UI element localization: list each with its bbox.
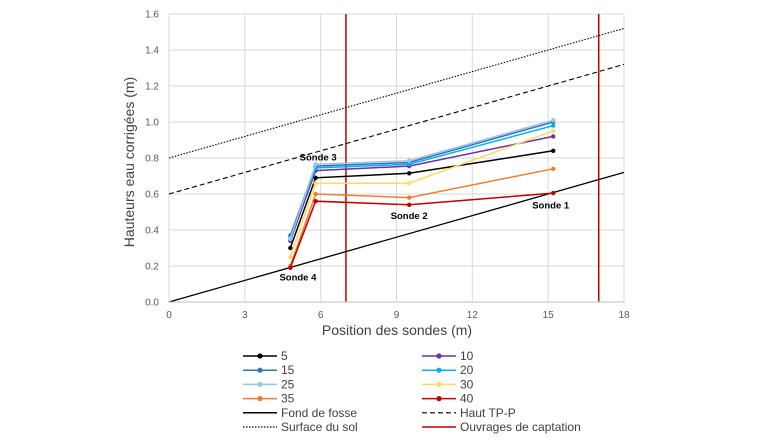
vertical-lines [345, 14, 600, 302]
grid [168, 13, 625, 303]
sonde-label: Sonde 2 [391, 211, 428, 222]
y-tick-label: 1.4 [145, 46, 159, 57]
sonde-label: Sonde 4 [279, 272, 317, 283]
series-line [289, 130, 554, 258]
legend-label: 15 [281, 363, 295, 377]
sonde-label: Sonde 1 [532, 200, 570, 211]
data-point [406, 158, 412, 163]
legend-label: 5 [281, 349, 288, 363]
data-point [288, 245, 293, 251]
data-point [406, 195, 412, 200]
data-point [551, 118, 556, 123]
data-point [551, 166, 556, 171]
reference-line-dashed [168, 63, 625, 195]
data-point [406, 202, 412, 207]
legend-marker [436, 353, 442, 359]
data-point [406, 162, 412, 167]
data-point [551, 134, 556, 139]
legend-marker [436, 381, 442, 387]
data-series [288, 118, 556, 270]
legend-label: 35 [281, 392, 295, 406]
legend-label: Fond de fosse [281, 406, 357, 420]
legend-label: 20 [460, 363, 474, 377]
legend-marker [436, 367, 442, 373]
x-axis-title: Position des sondes (m) [322, 322, 472, 338]
y-tick-label: 1.0 [145, 118, 159, 129]
series-line [289, 168, 554, 267]
legend-label: Haut TP-P [460, 406, 516, 420]
data-point [288, 254, 293, 260]
data-point [288, 236, 293, 242]
data-point [313, 181, 318, 186]
legend-label: 30 [460, 377, 474, 391]
data-point [406, 171, 412, 176]
data-point [313, 162, 318, 167]
annotations: Sonde 3 Sonde 2 Sonde 1 Sonde 4 [279, 153, 569, 284]
legend-label: 40 [460, 392, 474, 406]
series-line [289, 135, 554, 242]
data-point [288, 265, 293, 270]
y-tick-label: 0.4 [145, 226, 159, 237]
y-tick-label: 0.8 [145, 154, 159, 165]
legend: 5 10 15 20 25 30 35 40 Fond de fosse Haut TP-P Sur… [243, 349, 581, 434]
legend-marker [257, 367, 263, 373]
x-tick-label: 3 [242, 310, 248, 321]
series-line [289, 150, 554, 249]
data-point [313, 199, 318, 204]
legend-marker [257, 381, 263, 387]
reference-line-dotted [168, 27, 625, 159]
y-tick-label: 0.2 [145, 262, 159, 273]
sonde-label: Sonde 3 [300, 153, 337, 164]
x-tick-label: 0 [166, 310, 172, 321]
data-point [406, 181, 412, 186]
x-tick-label: 6 [318, 310, 324, 321]
data-point [551, 128, 556, 134]
legend-label: 25 [281, 377, 295, 391]
legend-label: Surface du sol [281, 420, 358, 434]
data-point [551, 190, 556, 196]
y-tick-label: 0.6 [145, 190, 159, 201]
x-tick-label: 15 [543, 310, 555, 321]
x-tick-label: 9 [394, 310, 400, 321]
y-axis-title: Hauteurs eau corrigées (m) [121, 77, 137, 247]
legend-label: 10 [460, 349, 474, 363]
tick-labels: 0.0 0.2 0.4 0.6 0.8 1.0 1.2 1.4 1.6 0 3 6 9 12 15 18 [145, 10, 630, 322]
y-tick-label: 1.2 [145, 82, 159, 93]
x-tick-label: 12 [467, 310, 479, 321]
legend-marker [257, 396, 263, 402]
data-point [313, 175, 318, 180]
data-point [551, 148, 556, 153]
series-line [289, 192, 554, 269]
legend-label: Ouvrages de captation [460, 420, 581, 434]
data-point [313, 191, 318, 197]
series-line [289, 119, 554, 240]
data-point [551, 123, 556, 128]
legend-marker [436, 396, 442, 402]
y-tick-label: 1.6 [145, 10, 159, 21]
y-tick-label: 0.0 [145, 298, 159, 309]
x-tick-label: 18 [618, 310, 630, 321]
legend-marker [257, 353, 263, 359]
